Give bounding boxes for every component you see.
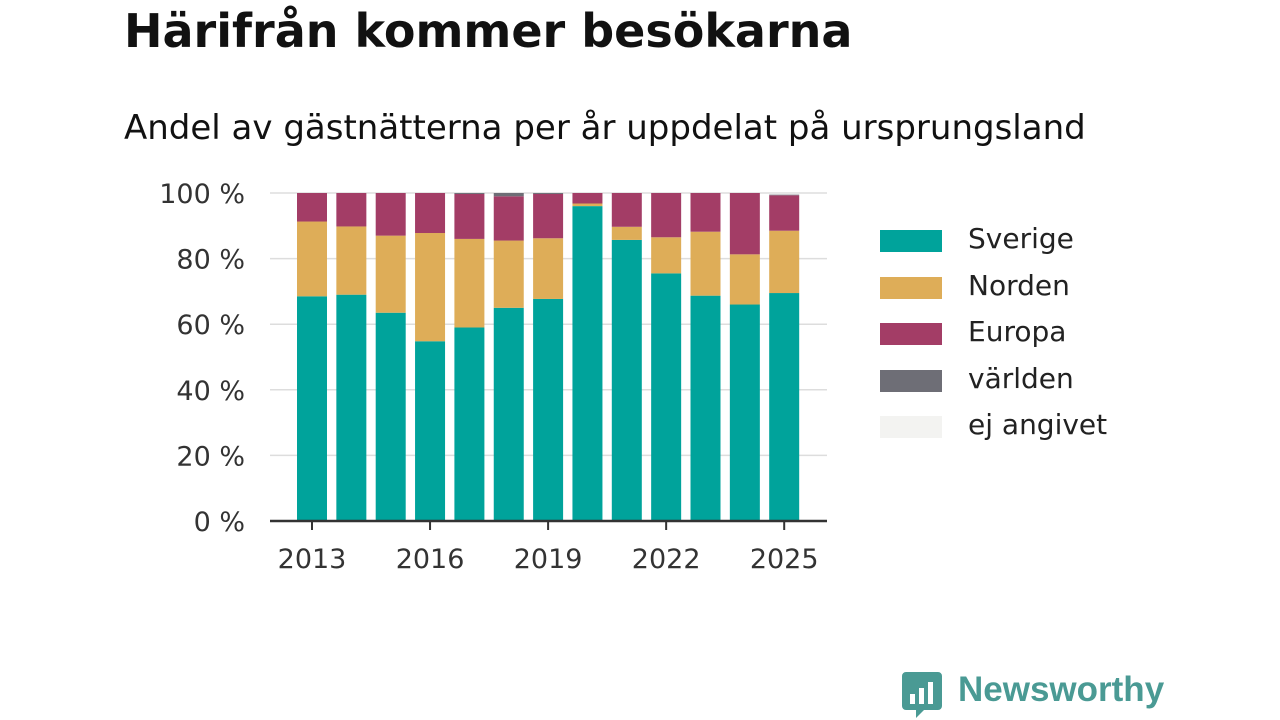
- x-tick-label: 2022: [632, 544, 701, 575]
- bar-segment-europa-2022: [651, 193, 682, 238]
- bar-segment-europa-2024: [729, 193, 760, 255]
- bar-segment-sverige-2019: [533, 298, 564, 521]
- bar-segment-sverige-2023: [690, 295, 721, 521]
- x-tick-label: 2025: [750, 544, 819, 575]
- legend-swatch: [880, 323, 942, 345]
- bar-segment-europa-2023: [690, 193, 721, 232]
- bar-segment-sverige-2022: [651, 273, 682, 521]
- x-tick-label: 2019: [514, 544, 583, 575]
- x-tick-label: 2016: [396, 544, 465, 575]
- bar-segment-europa-2020: [572, 193, 603, 204]
- y-tick-label: 60 %: [176, 310, 245, 341]
- bar-segment-europa-2013: [297, 193, 327, 222]
- bar-segment-norden-2021: [611, 226, 642, 240]
- bar-segment-norden-2016: [415, 233, 446, 342]
- bar-segment-världen-2025: [769, 194, 800, 196]
- bar-segment-världen-2017: [454, 193, 485, 194]
- legend-swatch: [880, 416, 942, 438]
- legend-swatch: [880, 369, 942, 392]
- y-tick-label: 80 %: [176, 245, 245, 276]
- bar-segment-norden-2018: [493, 240, 524, 308]
- legend-label: Sverige: [968, 222, 1074, 255]
- bar-segment-europa-2017: [454, 193, 485, 239]
- bar-segment-europa-2015: [375, 193, 406, 236]
- chart-subtitle: Andel av gästnätterna per år uppdelat på…: [124, 108, 1086, 148]
- legend-label: Europa: [968, 315, 1067, 348]
- bar-segment-sverige-2014: [336, 294, 367, 521]
- y-tick-label: 40 %: [176, 376, 245, 407]
- bar-segment-sverige-2015: [375, 312, 406, 521]
- y-tick-label: 100 %: [159, 179, 245, 210]
- bar-segment-världen-2018: [493, 193, 524, 197]
- legend-label: ej angivet: [968, 408, 1108, 441]
- bar-segment-europa-2021: [611, 193, 642, 227]
- legend-swatch: [880, 230, 942, 252]
- bar-segment-norden-2022: [651, 237, 682, 274]
- bar-chart-speech-bubble-icon: [902, 672, 942, 718]
- bar-segment-norden-2023: [690, 231, 721, 296]
- legend-label: världen: [968, 361, 1074, 395]
- chart-title: Härifrån kommer besökarna: [124, 4, 853, 58]
- bar-segment-sverige-2020: [572, 206, 603, 521]
- bar-segment-sverige-2025: [769, 293, 800, 521]
- bar-segment-europa-2019: [533, 193, 564, 239]
- bar-segment-europa-2025: [769, 195, 800, 231]
- y-tick-label: 20 %: [176, 441, 245, 472]
- bar-segment-europa-2016: [415, 193, 446, 234]
- bar-segment-sverige-2013: [297, 296, 327, 521]
- brand-name: Newsworthy: [958, 670, 1165, 709]
- bar-segment-europa-2018: [493, 196, 524, 241]
- y-tick-label: 0 %: [194, 507, 245, 538]
- bar-segment-norden-2019: [533, 238, 564, 299]
- bar-segment-sverige-2017: [454, 327, 485, 521]
- bar-segment-sverige-2021: [611, 239, 642, 522]
- bar-segment-världen-2019: [533, 193, 564, 194]
- bar-segment-sverige-2018: [493, 307, 524, 521]
- bar-segment-sverige-2024: [729, 304, 760, 521]
- bar-segment-norden-2025: [769, 230, 800, 294]
- bar-segment-norden-2014: [336, 226, 367, 295]
- legend-swatch: [880, 276, 942, 299]
- bar-segment-norden-2013: [297, 221, 327, 297]
- x-tick-label: 2013: [278, 544, 347, 575]
- legend-label: Norden: [968, 268, 1070, 302]
- bar-segment-norden-2024: [729, 254, 760, 305]
- bar-segment-norden-2017: [454, 238, 485, 328]
- bar-segment-europa-2014: [336, 193, 367, 227]
- bar-segment-sverige-2016: [415, 341, 446, 521]
- bar-segment-norden-2015: [375, 235, 406, 313]
- bar-segment-norden-2020: [572, 203, 603, 207]
